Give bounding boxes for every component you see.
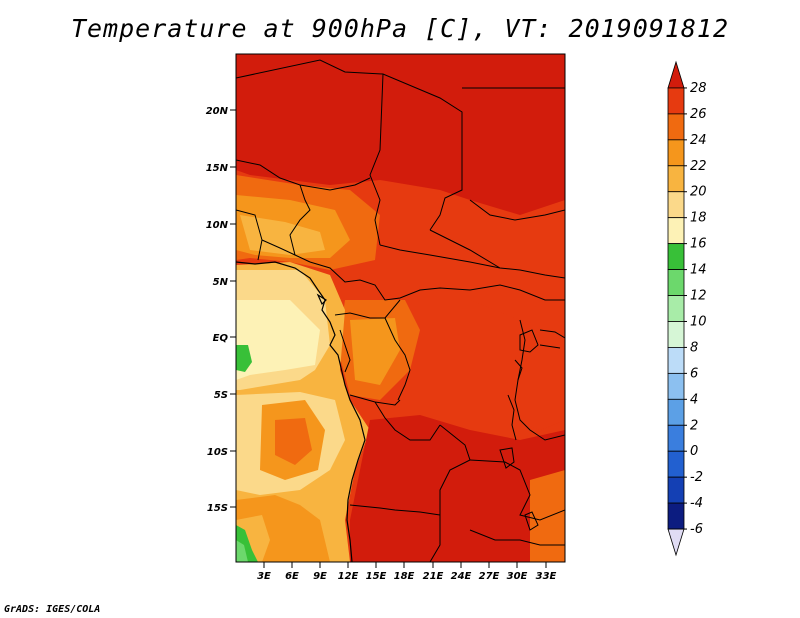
coastline bbox=[236, 261, 366, 562]
lon-label: 27E bbox=[479, 571, 500, 582]
lat-label: 5N bbox=[213, 277, 229, 288]
colorbar-cell bbox=[667, 502, 685, 530]
lat-label: 20N bbox=[206, 106, 229, 117]
colorbar-cell bbox=[667, 398, 685, 426]
lon-label: 6E bbox=[285, 571, 299, 582]
colorbar-label: 16 bbox=[690, 237, 707, 252]
colorbar-label: 24 bbox=[690, 133, 707, 148]
colorbar-cell bbox=[667, 217, 685, 245]
lat-label: 15N bbox=[206, 163, 229, 174]
colorbar-cell bbox=[667, 372, 685, 400]
country-borders bbox=[236, 59, 565, 562]
colorbar-label: -4 bbox=[690, 496, 703, 511]
colorbar-cell bbox=[667, 269, 685, 296]
colorbar-label: 2 bbox=[690, 418, 698, 433]
colorbar-label: 6 bbox=[690, 366, 698, 381]
colorbar-cell bbox=[667, 87, 685, 115]
lat-label: 15S bbox=[207, 503, 228, 514]
colorbar-cell bbox=[667, 243, 685, 270]
colorbar-cell bbox=[667, 424, 685, 452]
lat-label: 10S bbox=[207, 447, 228, 458]
colorbar-cell bbox=[667, 347, 685, 374]
lon-label: 9E bbox=[313, 571, 327, 582]
temperature-field bbox=[236, 54, 565, 562]
lat-label: EQ bbox=[213, 333, 229, 344]
colorbar-cell bbox=[667, 165, 685, 193]
chart-title: Temperature at 900hPa [C], VT: 201909181… bbox=[70, 14, 730, 43]
colorbar-cell bbox=[667, 60, 685, 89]
lon-label: 18E bbox=[394, 571, 415, 582]
colorbar-label: -6 bbox=[690, 522, 703, 537]
colorbar-label: -2 bbox=[690, 470, 703, 485]
lat-label: 10N bbox=[206, 220, 229, 231]
lat-label: 5S bbox=[214, 390, 228, 401]
lon-axis: 3E 6E 9E 12E 15E 18E 21E 24E 27E 30E 33E bbox=[257, 562, 557, 582]
lon-label: 15E bbox=[366, 571, 387, 582]
colorbar-label: 26 bbox=[690, 107, 707, 122]
colorbar-label: 22 bbox=[690, 159, 707, 174]
lon-label: 30E bbox=[507, 571, 528, 582]
colorbar-cell bbox=[667, 191, 685, 219]
colorbar-cell bbox=[667, 295, 685, 322]
colorbar-cell bbox=[667, 476, 685, 504]
colorbar-cell bbox=[667, 113, 685, 141]
colorbar-label: 20 bbox=[690, 185, 707, 200]
colorbar-label: 8 bbox=[690, 340, 698, 355]
colorbar-label: 0 bbox=[690, 444, 698, 459]
lon-label: 24E bbox=[451, 571, 472, 582]
lon-label: 21E bbox=[423, 571, 444, 582]
colorbar-cell bbox=[667, 528, 685, 557]
colorbar-cells bbox=[667, 60, 685, 557]
lon-label: 3E bbox=[257, 571, 271, 582]
colorbar-label: 14 bbox=[690, 263, 707, 278]
colorbar-label: 4 bbox=[690, 392, 698, 407]
lakes bbox=[499, 329, 539, 531]
map-frame bbox=[235, 53, 566, 563]
colorbar-label: 18 bbox=[690, 211, 707, 226]
lon-label: 12E bbox=[338, 571, 359, 582]
colorbar-cell bbox=[667, 321, 685, 348]
grads-credit: GrADS: IGES/COLA bbox=[4, 604, 101, 615]
colorbar-label: 12 bbox=[690, 289, 707, 304]
lat-axis: 20N 15N 10N 5N EQ 5S 10S 15S bbox=[206, 106, 236, 514]
colorbar-label: 28 bbox=[690, 81, 707, 96]
colorbar-cell bbox=[667, 450, 685, 478]
lon-label: 33E bbox=[536, 571, 557, 582]
colorbar-cell bbox=[667, 139, 685, 167]
colorbar-label: 10 bbox=[690, 314, 707, 329]
